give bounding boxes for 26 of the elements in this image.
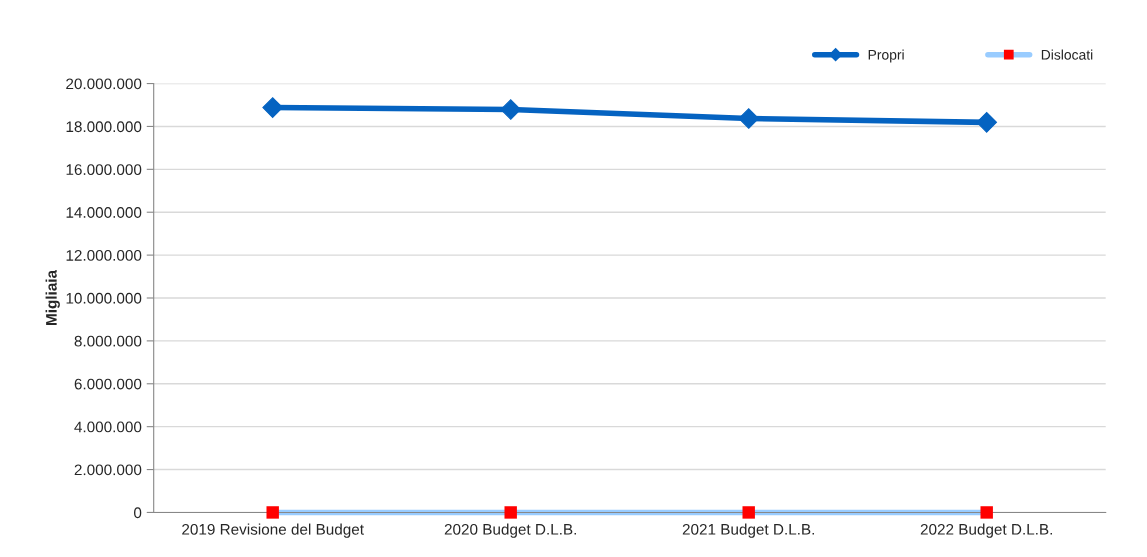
x-tick-label: 2020 Budget D.L.B.: [444, 523, 576, 538]
y-tick-label: 0: [133, 507, 142, 519]
legend-label: Dislocati: [1041, 49, 1093, 60]
y-tick-label: 18.000.000: [66, 121, 142, 133]
y-tick-label: 10.000.000: [66, 292, 142, 304]
x-tick-label: 2022 Budget D.L.B.: [920, 523, 1052, 538]
y-tick-label: 4.000.000: [74, 421, 142, 433]
point: [976, 112, 998, 133]
point: [742, 506, 755, 519]
y-tick-label: 14.000.000: [66, 207, 142, 218]
x-tick-label: 2021 Budget D.L.B.: [682, 523, 814, 538]
point: [738, 108, 760, 129]
point: [266, 506, 279, 519]
y-tick-label: 8.000.000: [74, 335, 142, 347]
point: [500, 99, 522, 120]
y-tick-label: 2.000.000: [74, 464, 142, 476]
y-tick-label: 20.000.000: [66, 78, 142, 90]
x-tick-label: 2019 Revisione del Budget: [182, 523, 364, 538]
point: [504, 506, 517, 519]
y-tick-label: 16.000.000: [66, 164, 142, 176]
y-tick-label: 6.000.000: [74, 378, 142, 390]
legend-label: Propri: [868, 49, 904, 63]
y-axis-title: Migliaia: [45, 269, 60, 325]
point: [262, 97, 284, 118]
y-tick-label: 12.000.000: [66, 249, 142, 261]
point: [980, 506, 993, 519]
